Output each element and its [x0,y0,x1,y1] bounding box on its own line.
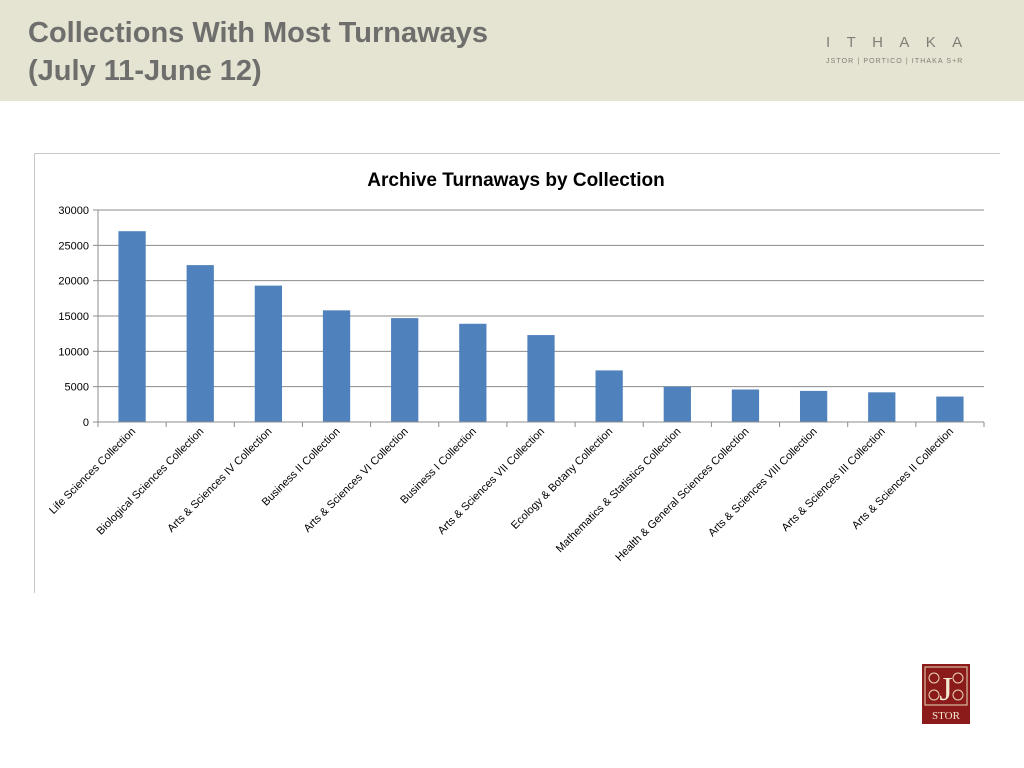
y-tick-label: 10000 [58,346,89,358]
x-category-label: Business II Collection [260,426,343,509]
jstor-logo: J STOR [922,664,970,724]
jstor-logo-ornament [928,689,940,701]
bar [731,389,760,422]
jstor-logo-ornament [952,672,964,684]
slide-title-line-1: Collections With Most Turnaways [28,17,489,49]
chart-axes [93,209,985,427]
x-category-label: Arts & Sciences VIII Collection [706,426,820,540]
bar [459,323,487,422]
bar [322,310,351,422]
x-category-label: Health & General Sciences Collection [613,426,751,564]
jstor-logo-inner-frame [924,666,968,706]
bar [799,390,828,422]
slide-title: Collections With Most Turnaways (July 11… [28,14,488,90]
x-category-label: Business I Collection [398,426,479,507]
jstor-logo-background [922,664,970,724]
y-tick-label: 30000 [58,205,89,217]
jstor-logo-ornament [952,689,964,701]
chart-bars [118,231,964,422]
chart-frame [34,153,1000,593]
jstor-logo-ornament [928,672,940,684]
bar [391,318,419,422]
jstor-logo-text: STOR [932,710,961,722]
bar [254,285,283,422]
bar [595,370,623,422]
y-tick-label: 25000 [58,240,89,252]
bar [527,335,555,422]
slide-header: Collections With Most Turnaways (July 11… [0,0,1024,101]
ithaka-brand-subtitle: JSTOR | PORTICO | ITHAKA S+R [826,58,964,65]
slide-title-line-2: (July 11-June 12) [28,55,262,87]
y-tick-label: 5000 [65,382,89,394]
chart-title: Archive Turnaways by Collection [367,170,664,191]
y-tick-label: 15000 [58,311,89,323]
bar [186,265,214,422]
x-category-label: Mathematics & Statistics Collection [554,426,684,556]
y-tick-label: 0 [83,417,89,429]
jstor-logo-letter: J [939,671,952,708]
x-category-label: Biological Sciences Collection [95,426,207,538]
y-tick-label: 20000 [58,276,89,288]
ithaka-brand-word: ITHAKA [826,34,979,51]
bar [936,396,964,422]
bar [868,392,896,422]
bar [118,231,146,422]
bar [663,386,691,422]
